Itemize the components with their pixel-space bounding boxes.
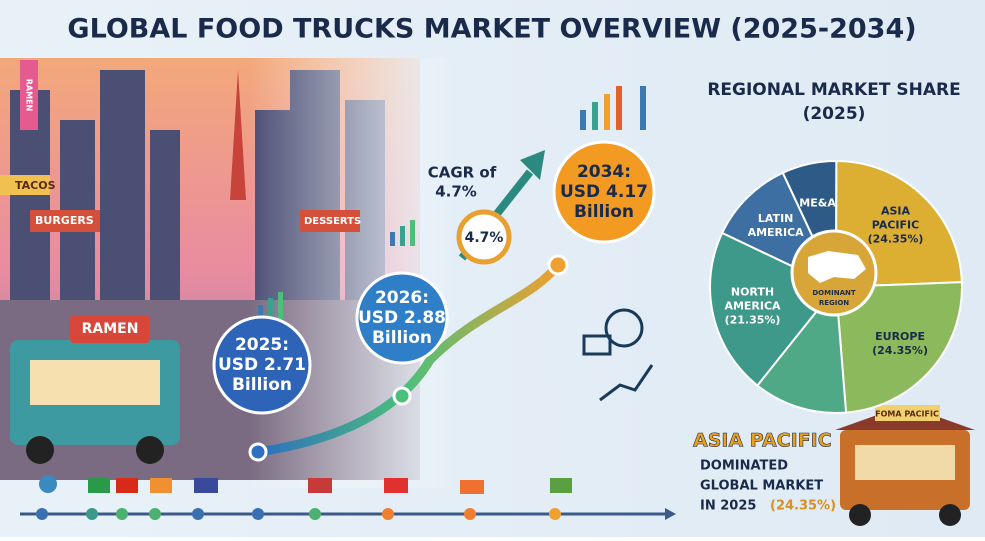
pie-label: ME&A [799, 196, 836, 209]
flags [39, 475, 572, 494]
sign-text: RAMEN [82, 321, 139, 337]
pie-label: PACIFIC [872, 218, 919, 231]
callout-truck [835, 405, 975, 526]
growth-curve [253, 260, 563, 457]
timeline-arrow [665, 508, 676, 520]
milestone-text: 2034: [577, 162, 631, 182]
sign [0, 175, 50, 195]
milestone-text: 2025: [235, 335, 289, 355]
truck-sign: FOMA PACIFIC [875, 410, 939, 419]
milestone-text: USD 2.88 [358, 308, 446, 328]
point [392, 386, 412, 406]
callout-text: DOMINATED [700, 459, 788, 474]
pie-label: (21.35%) [725, 313, 781, 326]
icons [582, 308, 654, 402]
cagr-badge [456, 209, 512, 265]
arrow-head [520, 150, 545, 180]
map-shape [808, 251, 866, 283]
callout-text: GLOBAL MARKET [700, 479, 823, 494]
sign-text: BURGERS [35, 214, 94, 227]
callout-headline: ASIA PACIFIC [693, 430, 832, 452]
regional-title: REGIONAL MARKET SHARE [707, 80, 960, 100]
milestone-text: Billion [232, 375, 292, 395]
scene-fade [250, 58, 450, 488]
sign [300, 210, 360, 232]
pie-label: AMERICA [724, 299, 781, 312]
sign-text: DESSERTS [304, 216, 361, 227]
callout-text: IN 2025 [700, 499, 756, 514]
pie-slice [709, 231, 838, 387]
cagr-badge-text: 4.7% [465, 230, 504, 246]
sign [20, 60, 38, 130]
milestone-text: Billion [372, 328, 432, 348]
milestone-bubble [355, 271, 449, 365]
pie-label: EUROPE [875, 330, 925, 343]
milestone-text: USD 2.71 [218, 355, 306, 375]
cagr-label: 4.7% [435, 183, 477, 201]
pie-label: ASIA [881, 204, 911, 217]
center-label: REGION [819, 299, 849, 307]
pie-label: (24.35%) [868, 232, 924, 245]
pie-slice [755, 284, 848, 414]
point [248, 442, 268, 462]
milestone-bubble [212, 315, 312, 415]
cagr-label: CAGR of [428, 164, 497, 182]
timeline-dots [36, 508, 561, 520]
sign-text: TACOS [15, 179, 56, 192]
pie-label: (24.35%) [872, 344, 928, 357]
milestone-text: 2026: [375, 288, 429, 308]
callout-share: (24.35%) [770, 499, 836, 514]
milestone-text: USD 4.17 [560, 182, 648, 202]
point [547, 254, 569, 276]
milestone-text: Billion [574, 202, 634, 222]
pie-label: NORTH [731, 285, 774, 298]
milestone-bubble [552, 140, 656, 244]
food-truck [10, 315, 180, 464]
title: GLOBAL FOOD TRUCKS MARKET OVERVIEW (2025… [67, 14, 916, 45]
pie-slice [834, 281, 963, 414]
regional-title: (2025) [803, 104, 866, 124]
pie-label: AMERICA [748, 226, 805, 239]
bar-icons [258, 86, 646, 319]
sign-text: RAMEN [25, 79, 34, 111]
center-label: DOMINANT [812, 289, 855, 297]
pie-label: LATIN [758, 212, 793, 225]
sign [30, 210, 100, 232]
